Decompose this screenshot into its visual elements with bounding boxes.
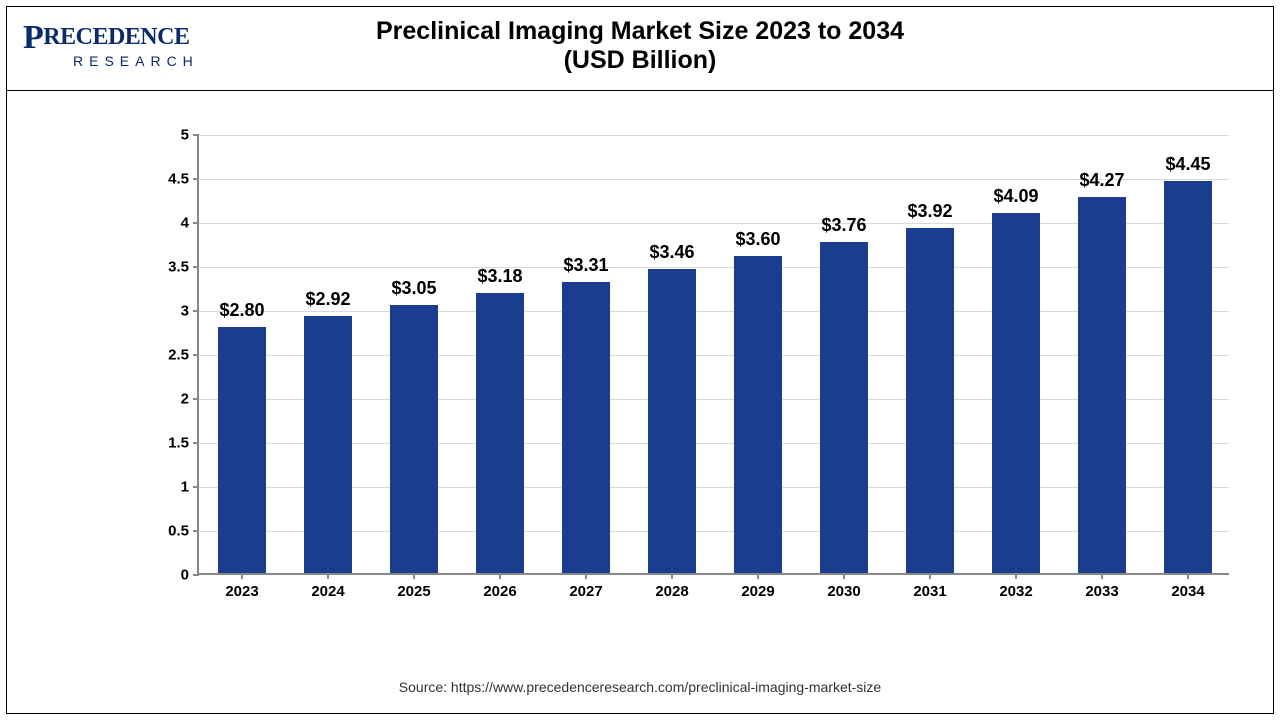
title-line-1: Preclinical Imaging Market Size 2023 to …: [7, 17, 1273, 46]
x-tick-label: 2023: [225, 583, 258, 600]
y-tick-label: 1.5: [168, 435, 189, 452]
y-tick-mark: [193, 310, 199, 312]
bar: $3.92: [906, 228, 953, 573]
y-tick-mark: [193, 442, 199, 444]
bar-value-label: $3.92: [907, 201, 952, 222]
x-tick-label: 2028: [655, 583, 688, 600]
gridline: [199, 443, 1229, 444]
source-citation: Source: https://www.precedenceresearch.c…: [7, 679, 1273, 695]
x-tick-label: 2032: [999, 583, 1032, 600]
x-tick-label: 2030: [827, 583, 860, 600]
header-row: PRECEDENCE RESEARCH Preclinical Imaging …: [7, 7, 1273, 91]
bar-value-label: $2.92: [305, 289, 350, 310]
bar: $4.27: [1078, 197, 1125, 573]
y-tick-mark: [193, 134, 199, 136]
bar: $2.92: [304, 316, 351, 573]
x-tick-label: 2024: [311, 583, 344, 600]
x-tick-mark: [585, 573, 587, 579]
bar: $3.76: [820, 242, 867, 573]
x-tick-mark: [843, 573, 845, 579]
x-tick-mark: [413, 573, 415, 579]
x-tick-mark: [499, 573, 501, 579]
y-tick-mark: [193, 222, 199, 224]
gridline: [199, 531, 1229, 532]
bar: $3.05: [390, 305, 437, 573]
x-tick-label: 2029: [741, 583, 774, 600]
bar-value-label: $2.80: [219, 300, 264, 321]
gridline: [199, 487, 1229, 488]
bar: $3.46: [648, 269, 695, 573]
gridline: [199, 179, 1229, 180]
y-tick-label: 3: [181, 303, 189, 320]
y-tick-label: 2.5: [168, 347, 189, 364]
x-tick-mark: [1015, 573, 1017, 579]
gridline: [199, 223, 1229, 224]
bar: $4.09: [992, 213, 1039, 573]
y-tick-mark: [193, 398, 199, 400]
y-tick-label: 0: [181, 567, 189, 584]
x-tick-mark: [327, 573, 329, 579]
x-tick-label: 2033: [1085, 583, 1118, 600]
bar-value-label: $4.27: [1079, 170, 1124, 191]
x-tick-mark: [241, 573, 243, 579]
x-tick-label: 2027: [569, 583, 602, 600]
gridline: [199, 135, 1229, 136]
x-tick-mark: [1101, 573, 1103, 579]
y-tick-label: 4: [181, 215, 189, 232]
gridline: [199, 355, 1229, 356]
bar: $3.31: [562, 282, 609, 573]
bar: $4.45: [1164, 181, 1211, 573]
bar: $3.18: [476, 293, 523, 573]
x-tick-label: 2031: [913, 583, 946, 600]
y-tick-mark: [193, 266, 199, 268]
y-tick-label: 4.5: [168, 171, 189, 188]
bar-value-label: $3.31: [563, 255, 608, 276]
y-tick-mark: [193, 574, 199, 576]
bar-value-label: $4.09: [993, 186, 1038, 207]
chart-area: 00.511.522.533.544.55$2.802023$2.922024$…: [157, 135, 1229, 605]
y-tick-label: 2: [181, 391, 189, 408]
x-tick-mark: [1187, 573, 1189, 579]
bar-value-label: $3.46: [649, 242, 694, 263]
bar-value-label: $3.60: [735, 229, 780, 250]
y-tick-mark: [193, 486, 199, 488]
y-tick-mark: [193, 178, 199, 180]
chart-frame: PRECEDENCE RESEARCH Preclinical Imaging …: [6, 6, 1274, 714]
y-tick-mark: [193, 530, 199, 532]
x-tick-label: 2025: [397, 583, 430, 600]
y-tick-label: 5: [181, 127, 189, 144]
gridline: [199, 311, 1229, 312]
y-tick-label: 1: [181, 479, 189, 496]
chart-title: Preclinical Imaging Market Size 2023 to …: [7, 17, 1273, 75]
bar: $3.60: [734, 256, 781, 573]
y-tick-mark: [193, 354, 199, 356]
x-tick-mark: [757, 573, 759, 579]
bar-value-label: $3.05: [391, 278, 436, 299]
gridline: [199, 267, 1229, 268]
bar-value-label: $3.18: [477, 266, 522, 287]
x-tick-mark: [929, 573, 931, 579]
x-tick-label: 2034: [1171, 583, 1204, 600]
bar-value-label: $4.45: [1165, 154, 1210, 175]
y-tick-label: 0.5: [168, 523, 189, 540]
bar-value-label: $3.76: [821, 215, 866, 236]
x-tick-mark: [671, 573, 673, 579]
y-tick-label: 3.5: [168, 259, 189, 276]
bar: $2.80: [218, 327, 265, 573]
gridline: [199, 399, 1229, 400]
x-tick-label: 2026: [483, 583, 516, 600]
title-line-2: (USD Billion): [7, 46, 1273, 75]
plot-region: 00.511.522.533.544.55$2.802023$2.922024$…: [197, 135, 1229, 575]
